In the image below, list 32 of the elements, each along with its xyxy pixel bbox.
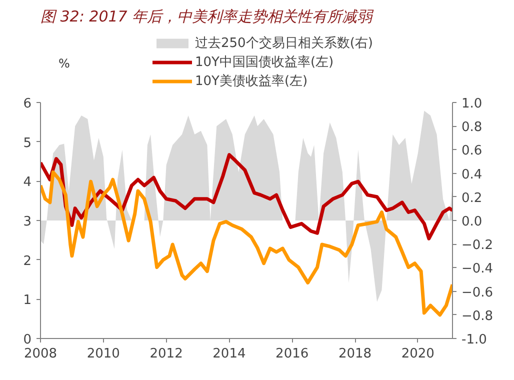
legend-label: 过去250个交易日相关系数(右) [195,35,373,52]
y2-tick-label: −0.2 [462,238,494,254]
legend-label: 10Y美债收益率(左) [195,73,308,90]
y-tick-label: 6 [23,96,32,112]
x-tick-label: 2016 [276,346,309,362]
y-tick-label: 0 [23,332,32,348]
y2-tick-label: 0.8 [462,120,482,136]
line-series [40,170,452,317]
line-series [40,153,452,240]
x-tick-label: 2008 [24,346,58,362]
y-tick-label: 4 [23,175,32,190]
x-tick-label: 2018 [338,346,372,362]
x-tick-label: 2014 [212,346,246,362]
legend-label: 10Y中国国债收益率(左) [195,54,334,71]
y-tick-label: 1 [23,293,32,308]
y2-tick-label: −0.8 [462,308,494,324]
y2-tick-label: 1.0 [462,96,482,112]
y2-tick-label: −0.4 [462,262,494,277]
y2-tick-label: -1.0 [462,332,487,348]
y-tick-label: 5 [23,136,32,151]
x-tick-label: 2010 [86,346,120,362]
y-axis-title: % [58,56,70,70]
x-tick-label: 2020 [401,346,434,362]
y2-tick-label: 0.2 [462,190,482,206]
y2-tick-label: 0.0 [462,214,482,230]
y-tick-label: 3 [23,214,32,230]
y2-tick-label: −0.6 [462,285,494,300]
x-tick-label: 2012 [150,346,183,362]
y-tick-label: 2 [23,254,32,269]
y2-tick-label: 0.6 [462,144,482,159]
chart-title: 图 32: 2017 年后，中美利率走势相关性有所减弱 [40,8,374,26]
y2-tick-label: 0.4 [462,167,482,182]
